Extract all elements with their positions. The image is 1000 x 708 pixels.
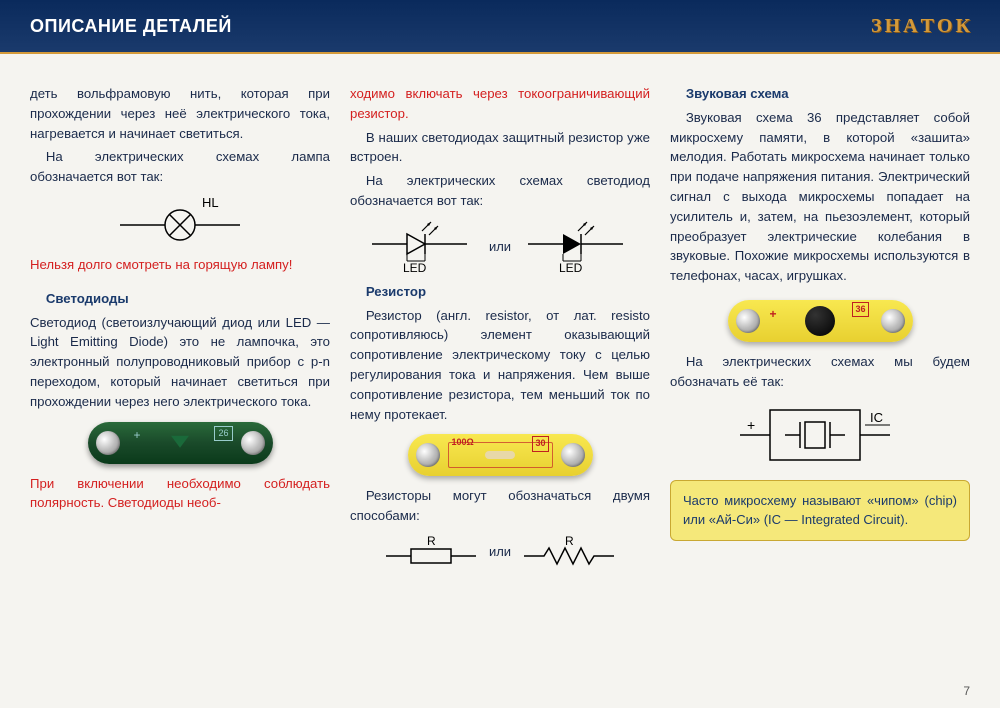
led-svg-outline: LED	[367, 219, 477, 274]
lamp-symbol: HL	[30, 195, 330, 245]
led-title: Светодиоды	[30, 289, 330, 309]
resistor-symbols: R или R	[350, 534, 650, 569]
res-title: Резистор	[350, 282, 650, 302]
led-warning: При включении необходимо соблюдать поляр…	[30, 474, 330, 514]
snap-left	[96, 431, 120, 455]
res-svg-zigzag: R	[519, 534, 619, 569]
lamp-svg: HL	[110, 195, 250, 245]
res-p1: Резистор (англ. resistor, от лат. resist…	[350, 306, 650, 425]
snap-left	[416, 443, 440, 467]
ic-component-photo: + 36	[728, 300, 913, 342]
resistor-component-photo: 100Ω 30	[408, 434, 593, 476]
sound-title: Звуковая схема	[670, 84, 970, 104]
diode-icon	[171, 435, 189, 447]
res-num-label: 30	[532, 436, 548, 452]
page-header: ОПИСАНИЕ ДЕТАЛЕЙ З Н А Т О К	[0, 0, 1000, 54]
svg-text:LED: LED	[403, 261, 427, 274]
snap-left	[736, 309, 760, 333]
led-symbols: LED или LED	[350, 219, 650, 274]
ic-num-label: 36	[852, 302, 868, 318]
svg-text:IC: IC	[870, 410, 883, 425]
ic-p2: На электрических схемах мы будем обознач…	[670, 352, 970, 392]
ic-chip	[805, 306, 835, 336]
brand-logo: З Н А Т О К	[871, 15, 970, 38]
snap-right	[561, 443, 585, 467]
resistor-body	[485, 451, 515, 459]
led-comp-num: 26	[214, 426, 232, 442]
sound-p1: Звуковая схема 36 представляет собой мик…	[670, 108, 970, 286]
page-number: 7	[963, 684, 970, 698]
res-svg-box: R	[381, 534, 481, 569]
content-area: деть вольфрамовую нить, которая при прох…	[0, 54, 1000, 587]
led-component-photo: 26 +	[88, 422, 273, 464]
c1-p1: деть вольфрамовую нить, которая при прох…	[30, 84, 330, 143]
svg-text:LED: LED	[559, 261, 583, 274]
c2-p1: ходимо включать через токоограничивающий…	[350, 84, 650, 124]
ic-note-box: Часто микросхему называют «чипом» (chip)…	[670, 480, 970, 541]
ic-svg: + IC	[730, 400, 910, 470]
snap-right	[881, 309, 905, 333]
svg-text:R: R	[565, 534, 574, 548]
or-label-2: или	[489, 542, 511, 562]
res-p2: Резисторы могут обозначаться двумя спосо…	[350, 486, 650, 526]
column-2: ходимо включать через токоограничивающий…	[350, 84, 650, 577]
res-ohm-label: 100Ω	[452, 436, 474, 450]
c1-p2: На электрических схемах лампа обозначает…	[30, 147, 330, 187]
led-svg-filled: LED	[523, 219, 633, 274]
c2-p3: На электрических схемах светодиод обозна…	[350, 171, 650, 211]
led-p1: Светодиод (светоизлучающий диод или LED …	[30, 313, 330, 412]
svg-text:R: R	[427, 534, 436, 548]
ic-symbol: + IC	[670, 400, 970, 470]
column-3: Звуковая схема Звуковая схема 36 предста…	[670, 84, 970, 577]
lamp-label: HL	[202, 195, 219, 210]
header-title: ОПИСАНИЕ ДЕТАЛЕЙ	[30, 16, 232, 37]
svg-text:+: +	[747, 417, 755, 433]
c2-p2: В наших светодиодах защитный резистор уж…	[350, 128, 650, 168]
lamp-warning: Нельзя долго смотреть на горящую лампу!	[30, 255, 330, 275]
snap-right	[241, 431, 265, 455]
column-1: деть вольфрамовую нить, которая при прох…	[30, 84, 330, 577]
or-label-1: или	[489, 237, 511, 257]
